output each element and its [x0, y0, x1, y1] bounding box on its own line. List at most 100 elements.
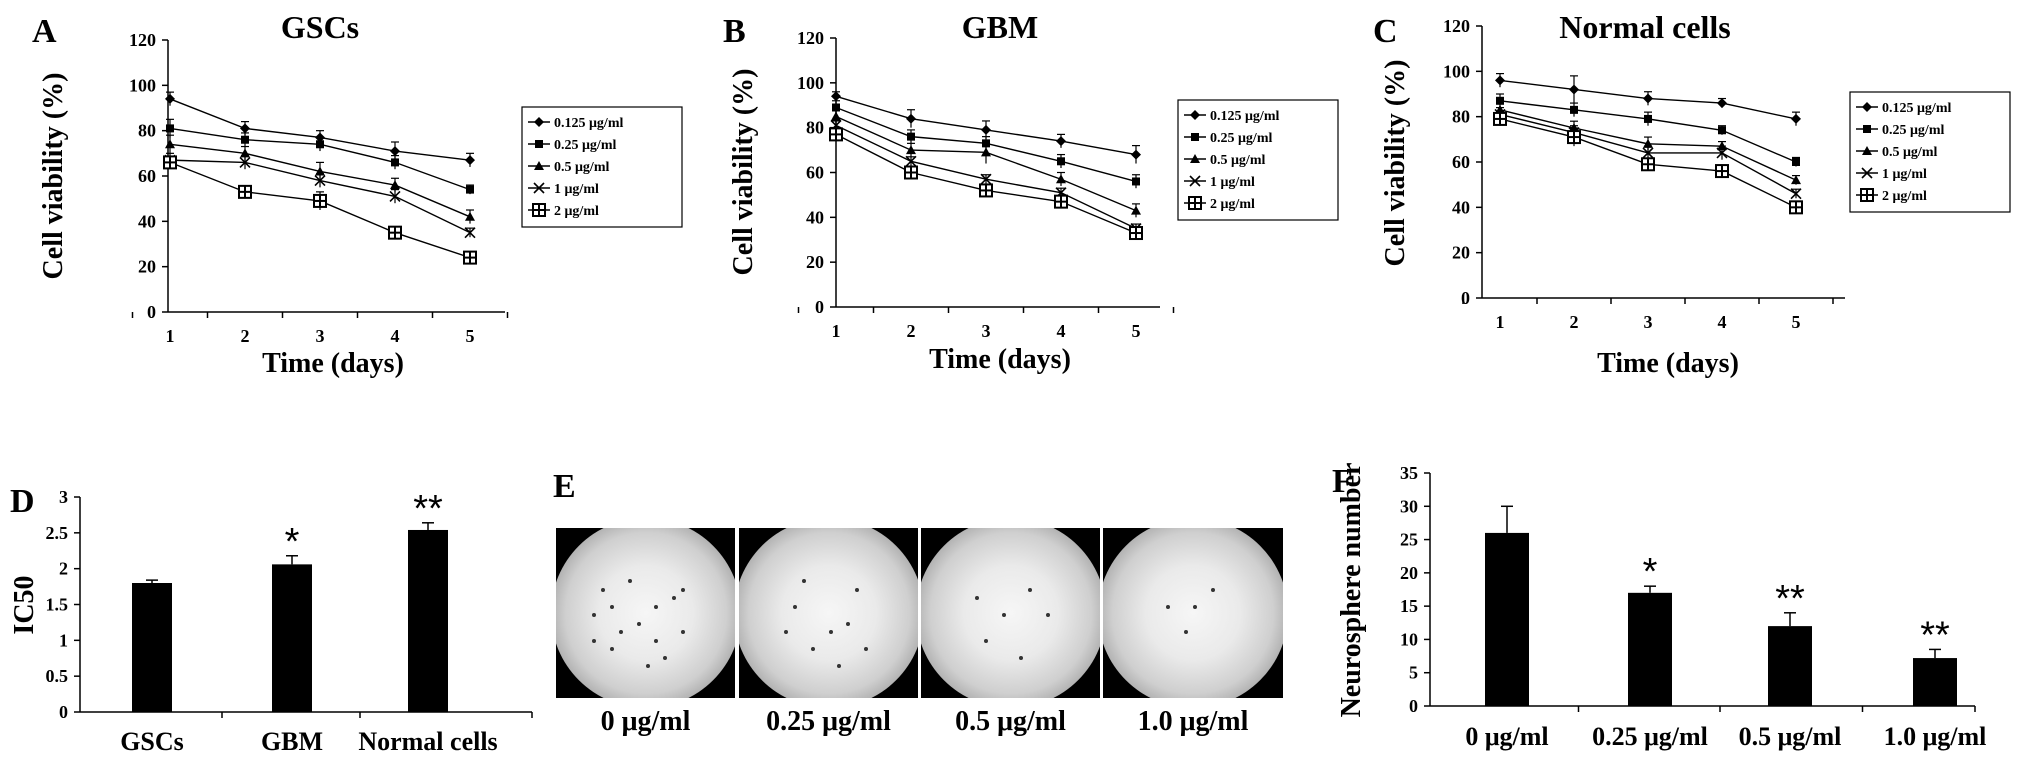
- data-point: [1570, 105, 1578, 114]
- neurosphere-dot: [681, 587, 686, 592]
- legend-swatch-marker: [1860, 188, 1874, 202]
- y-tick-label: 120: [1443, 16, 1470, 36]
- neurosphere-dot: [1184, 630, 1188, 634]
- micrograph: [1103, 528, 1283, 698]
- panel-letter-D: D: [10, 483, 35, 520]
- y-tick-label: 1: [59, 630, 68, 650]
- y-tick-label: 0: [1461, 288, 1470, 308]
- neurosphere-dot: [1166, 604, 1170, 609]
- data-point: [831, 111, 841, 121]
- y-tick-label: 10: [1400, 629, 1418, 649]
- x-tick-label: 1: [1496, 312, 1505, 332]
- x-tick-label: 5: [466, 326, 475, 346]
- category-label: 0.25 μg/ml: [1592, 722, 1708, 751]
- legend-swatch-marker: [1188, 196, 1202, 210]
- x-axis-label: Time (days): [262, 348, 404, 379]
- legend-entry: 0.125 μg/ml: [1210, 109, 1279, 124]
- data-point: [391, 158, 399, 167]
- neurosphere-dot: [618, 630, 623, 634]
- series-5: [1493, 111, 1803, 215]
- legend-swatch-marker: [533, 182, 545, 194]
- data-point: [1716, 147, 1728, 159]
- data-point: [390, 146, 400, 157]
- data-point: [239, 156, 251, 168]
- neurosphere-dot: [1211, 587, 1215, 592]
- data-point: [1131, 205, 1141, 215]
- legend-swatch-marker: [1190, 154, 1200, 163]
- neurosphere-dot: [672, 596, 677, 600]
- bar: [1768, 626, 1812, 706]
- category-label: GSCs: [120, 727, 184, 756]
- neurosphere-dot: [783, 630, 788, 634]
- legend: 0.125 μg/ml 0.25 μg/ml 0.5 μg/ml 1 μg/ml 2 μ…: [1177, 99, 1339, 221]
- data-point: [463, 250, 477, 265]
- data-point: [829, 127, 843, 142]
- legend-entry: 0.25 μg/ml: [554, 138, 616, 153]
- data-point: [1056, 174, 1066, 184]
- y-tick-label: 60: [806, 163, 824, 183]
- y-axis-label: Neurosphere number: [1336, 463, 1367, 718]
- y-tick-label: 100: [129, 75, 156, 95]
- data-point: [1054, 194, 1068, 209]
- neurosphere-dot: [600, 587, 605, 592]
- y-axis-label: Cell viability (%): [728, 69, 759, 276]
- data-point: [980, 173, 992, 185]
- neurosphere-dot: [1193, 604, 1197, 609]
- legend-box: [1177, 99, 1339, 221]
- neurosphere-dot: [609, 647, 614, 651]
- y-tick-label: 40: [138, 211, 156, 231]
- micrograph-label: 0 μg/ml: [600, 706, 691, 737]
- line-chart-C: C Normal cells 0 20 40 60 80 100 120 1 2 3 4 5 Time (d…: [1373, 9, 2011, 379]
- data-point: [906, 145, 916, 155]
- y-tick-label: 35: [1400, 463, 1418, 483]
- data-point: [389, 190, 401, 202]
- micrograph-label: 0.5 μg/ml: [955, 706, 1066, 737]
- legend-entry: 2 μg/ml: [1882, 189, 1927, 204]
- y-tick-label: 0.5: [46, 666, 69, 686]
- y-tick-label: 100: [1443, 61, 1470, 81]
- data-point: [390, 180, 400, 190]
- y-tick-label: 40: [806, 207, 824, 227]
- x-tick-label: 2: [907, 321, 916, 341]
- x-tick-label: 3: [316, 326, 325, 346]
- legend-entry: 2 μg/ml: [1210, 197, 1255, 212]
- data-point: [1056, 136, 1066, 147]
- data-point: [1718, 126, 1726, 135]
- bar: [132, 583, 172, 712]
- data-point: [241, 135, 249, 144]
- legend-swatch-marker: [1862, 102, 1872, 112]
- neurosphere-dot: [837, 664, 842, 668]
- neurosphere-dot: [591, 613, 596, 617]
- data-point: [464, 227, 476, 239]
- y-tick-label: 80: [806, 118, 824, 138]
- legend: 0.125 μg/ml 0.25 μg/ml 0.5 μg/ml 1 μg/ml 2 μ…: [521, 106, 683, 228]
- x-tick-label: 5: [1132, 321, 1141, 341]
- legend-entry: 0.5 μg/ml: [554, 160, 609, 175]
- neurosphere-dot: [627, 579, 632, 583]
- data-point: [1717, 98, 1727, 109]
- legend-entry: 2 μg/ml: [554, 204, 599, 219]
- micrograph: [556, 528, 735, 698]
- legend-swatch-marker: [532, 203, 546, 217]
- legend-swatch-marker: [1189, 175, 1201, 187]
- legend-entry: 1 μg/ml: [1882, 167, 1927, 182]
- bar-chart-F: F 0 5 10 15 20 25 30 35 Neurosphere number 0 μg/ml…: [1332, 463, 1986, 751]
- data-point: [1132, 177, 1140, 186]
- chart-title: GSCs: [281, 9, 359, 45]
- legend-swatch-marker: [1862, 146, 1872, 155]
- culture-well: [556, 528, 735, 698]
- data-point: [1643, 93, 1653, 104]
- legend-swatch-marker: [1863, 125, 1871, 133]
- significance-mark: **: [1920, 614, 1950, 656]
- y-tick-label: 5: [1409, 663, 1418, 683]
- panel-letter-C: C: [1373, 13, 1398, 50]
- chart-title: Normal cells: [1559, 9, 1731, 45]
- category-label: 0.5 μg/ml: [1739, 722, 1842, 751]
- data-point: [1495, 75, 1505, 86]
- x-axis-label: Time (days): [1597, 348, 1739, 379]
- legend-swatch-marker: [1861, 167, 1873, 179]
- significance-mark: **: [413, 488, 443, 530]
- y-tick-label: 60: [1452, 152, 1470, 172]
- legend-swatch-marker: [534, 117, 544, 127]
